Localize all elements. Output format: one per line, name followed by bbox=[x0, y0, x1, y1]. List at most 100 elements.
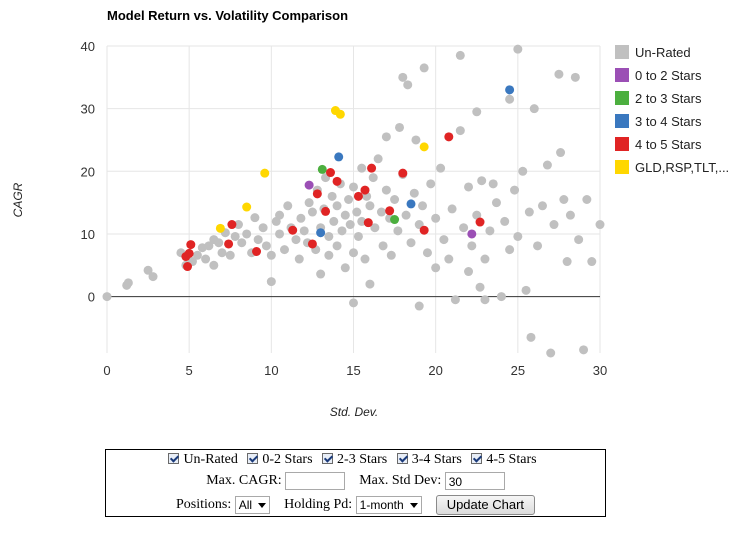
data-point bbox=[252, 247, 262, 257]
data-point bbox=[431, 213, 441, 223]
data-point bbox=[291, 235, 301, 245]
update-chart-button[interactable]: Update Chart bbox=[435, 495, 536, 515]
positions-selected: All bbox=[238, 498, 253, 512]
data-point bbox=[334, 152, 344, 162]
data-point bbox=[360, 185, 370, 195]
data-point bbox=[143, 265, 153, 275]
data-point bbox=[316, 228, 326, 238]
data-point bbox=[459, 223, 469, 233]
data-point bbox=[214, 238, 224, 248]
checkbox-4-5-stars[interactable]: 4-5 Stars bbox=[471, 452, 542, 467]
data-point bbox=[365, 201, 375, 211]
data-point bbox=[422, 248, 432, 258]
data-point bbox=[253, 235, 263, 245]
data-point bbox=[475, 282, 485, 292]
data-point bbox=[332, 201, 342, 211]
legend-swatch bbox=[615, 114, 629, 128]
max-std-input[interactable]: 30 bbox=[444, 472, 505, 490]
chevron-down-icon bbox=[258, 503, 267, 508]
checkbox-box[interactable] bbox=[247, 453, 259, 464]
checkbox-3-4-stars[interactable]: 3-4 Stars bbox=[396, 452, 468, 467]
positions-select[interactable]: All bbox=[234, 496, 271, 514]
data-point bbox=[524, 207, 534, 217]
data-point bbox=[472, 210, 482, 220]
data-point bbox=[261, 241, 271, 251]
data-point bbox=[288, 225, 298, 235]
checkbox-box[interactable] bbox=[168, 453, 180, 464]
x-tick-label: 25 bbox=[511, 363, 525, 378]
legend-label: Un-Rated bbox=[635, 45, 691, 60]
data-point bbox=[227, 220, 237, 230]
data-point bbox=[360, 254, 370, 264]
holding-period-select[interactable]: 1-month bbox=[355, 496, 422, 514]
data-point bbox=[294, 254, 304, 264]
data-point bbox=[485, 226, 495, 236]
checkbox-label: Un-Rated bbox=[183, 452, 238, 467]
positions-label: Positions: bbox=[175, 497, 232, 513]
data-point bbox=[554, 69, 564, 79]
checkbox-label: 0-2 Stars bbox=[262, 452, 313, 467]
data-point bbox=[398, 168, 408, 178]
data-point bbox=[337, 226, 347, 236]
data-point bbox=[327, 191, 337, 201]
data-point bbox=[491, 198, 501, 208]
data-point bbox=[464, 267, 474, 277]
checkbox-0-2-stars[interactable]: 0-2 Stars bbox=[247, 452, 318, 467]
data-point bbox=[349, 248, 358, 258]
data-point bbox=[123, 278, 133, 288]
data-point bbox=[329, 216, 339, 226]
legend-label: 3 to 4 Stars bbox=[635, 114, 702, 129]
data-point bbox=[296, 213, 306, 223]
data-point bbox=[215, 223, 225, 233]
data-point bbox=[582, 195, 592, 204]
data-point bbox=[299, 226, 309, 236]
data-point bbox=[335, 109, 345, 119]
data-point bbox=[546, 348, 556, 358]
data-point bbox=[537, 201, 547, 211]
data-point bbox=[521, 285, 531, 295]
data-point bbox=[518, 166, 528, 176]
data-point bbox=[390, 195, 400, 204]
legend-swatch bbox=[615, 68, 629, 82]
max-cagr-input[interactable] bbox=[285, 472, 346, 490]
y-axis-label: CAGR bbox=[11, 182, 25, 217]
data-point bbox=[332, 176, 342, 186]
legend-label: 0 to 2 Stars bbox=[635, 68, 702, 83]
data-point bbox=[419, 225, 429, 235]
data-point bbox=[304, 180, 314, 190]
y-tick-label: 0 bbox=[88, 290, 95, 305]
checkbox-box[interactable] bbox=[322, 453, 334, 464]
data-point bbox=[242, 202, 252, 212]
x-tick-label: 15 bbox=[346, 363, 360, 378]
y-tick-label: 30 bbox=[81, 102, 95, 117]
chevron-down-icon bbox=[409, 503, 418, 508]
data-point bbox=[357, 163, 367, 173]
legend-label: GLD,RSP,TLT,... bbox=[635, 160, 729, 175]
data-point bbox=[406, 238, 416, 248]
checkbox-box[interactable] bbox=[471, 453, 483, 464]
data-point bbox=[496, 292, 506, 302]
filter-checkbox-row: Un-Rated 0-2 Stars 2-3 Stars 3-4 Stars 4… bbox=[106, 452, 605, 468]
data-point bbox=[224, 239, 234, 249]
data-point bbox=[393, 226, 403, 236]
data-point bbox=[450, 295, 460, 305]
data-point bbox=[148, 272, 158, 282]
data-point bbox=[373, 154, 383, 164]
data-point bbox=[542, 160, 552, 170]
data-point bbox=[579, 345, 589, 355]
data-point bbox=[242, 229, 252, 239]
data-point bbox=[556, 148, 566, 158]
data-point bbox=[225, 250, 235, 260]
data-point bbox=[455, 50, 465, 60]
checkbox-2-3-stars[interactable]: 2-3 Stars bbox=[322, 452, 393, 467]
checkbox-box[interactable] bbox=[396, 453, 408, 464]
data-point bbox=[513, 44, 523, 54]
data-point bbox=[587, 257, 597, 267]
data-point bbox=[381, 132, 391, 142]
data-point bbox=[549, 220, 559, 230]
data-point bbox=[533, 241, 543, 251]
chart-controls-panel: Un-Rated 0-2 Stars 2-3 Stars 3-4 Stars 4… bbox=[105, 449, 606, 517]
data-point bbox=[353, 231, 363, 241]
checkbox-un-rated[interactable]: Un-Rated bbox=[168, 452, 243, 467]
data-point bbox=[201, 254, 211, 264]
